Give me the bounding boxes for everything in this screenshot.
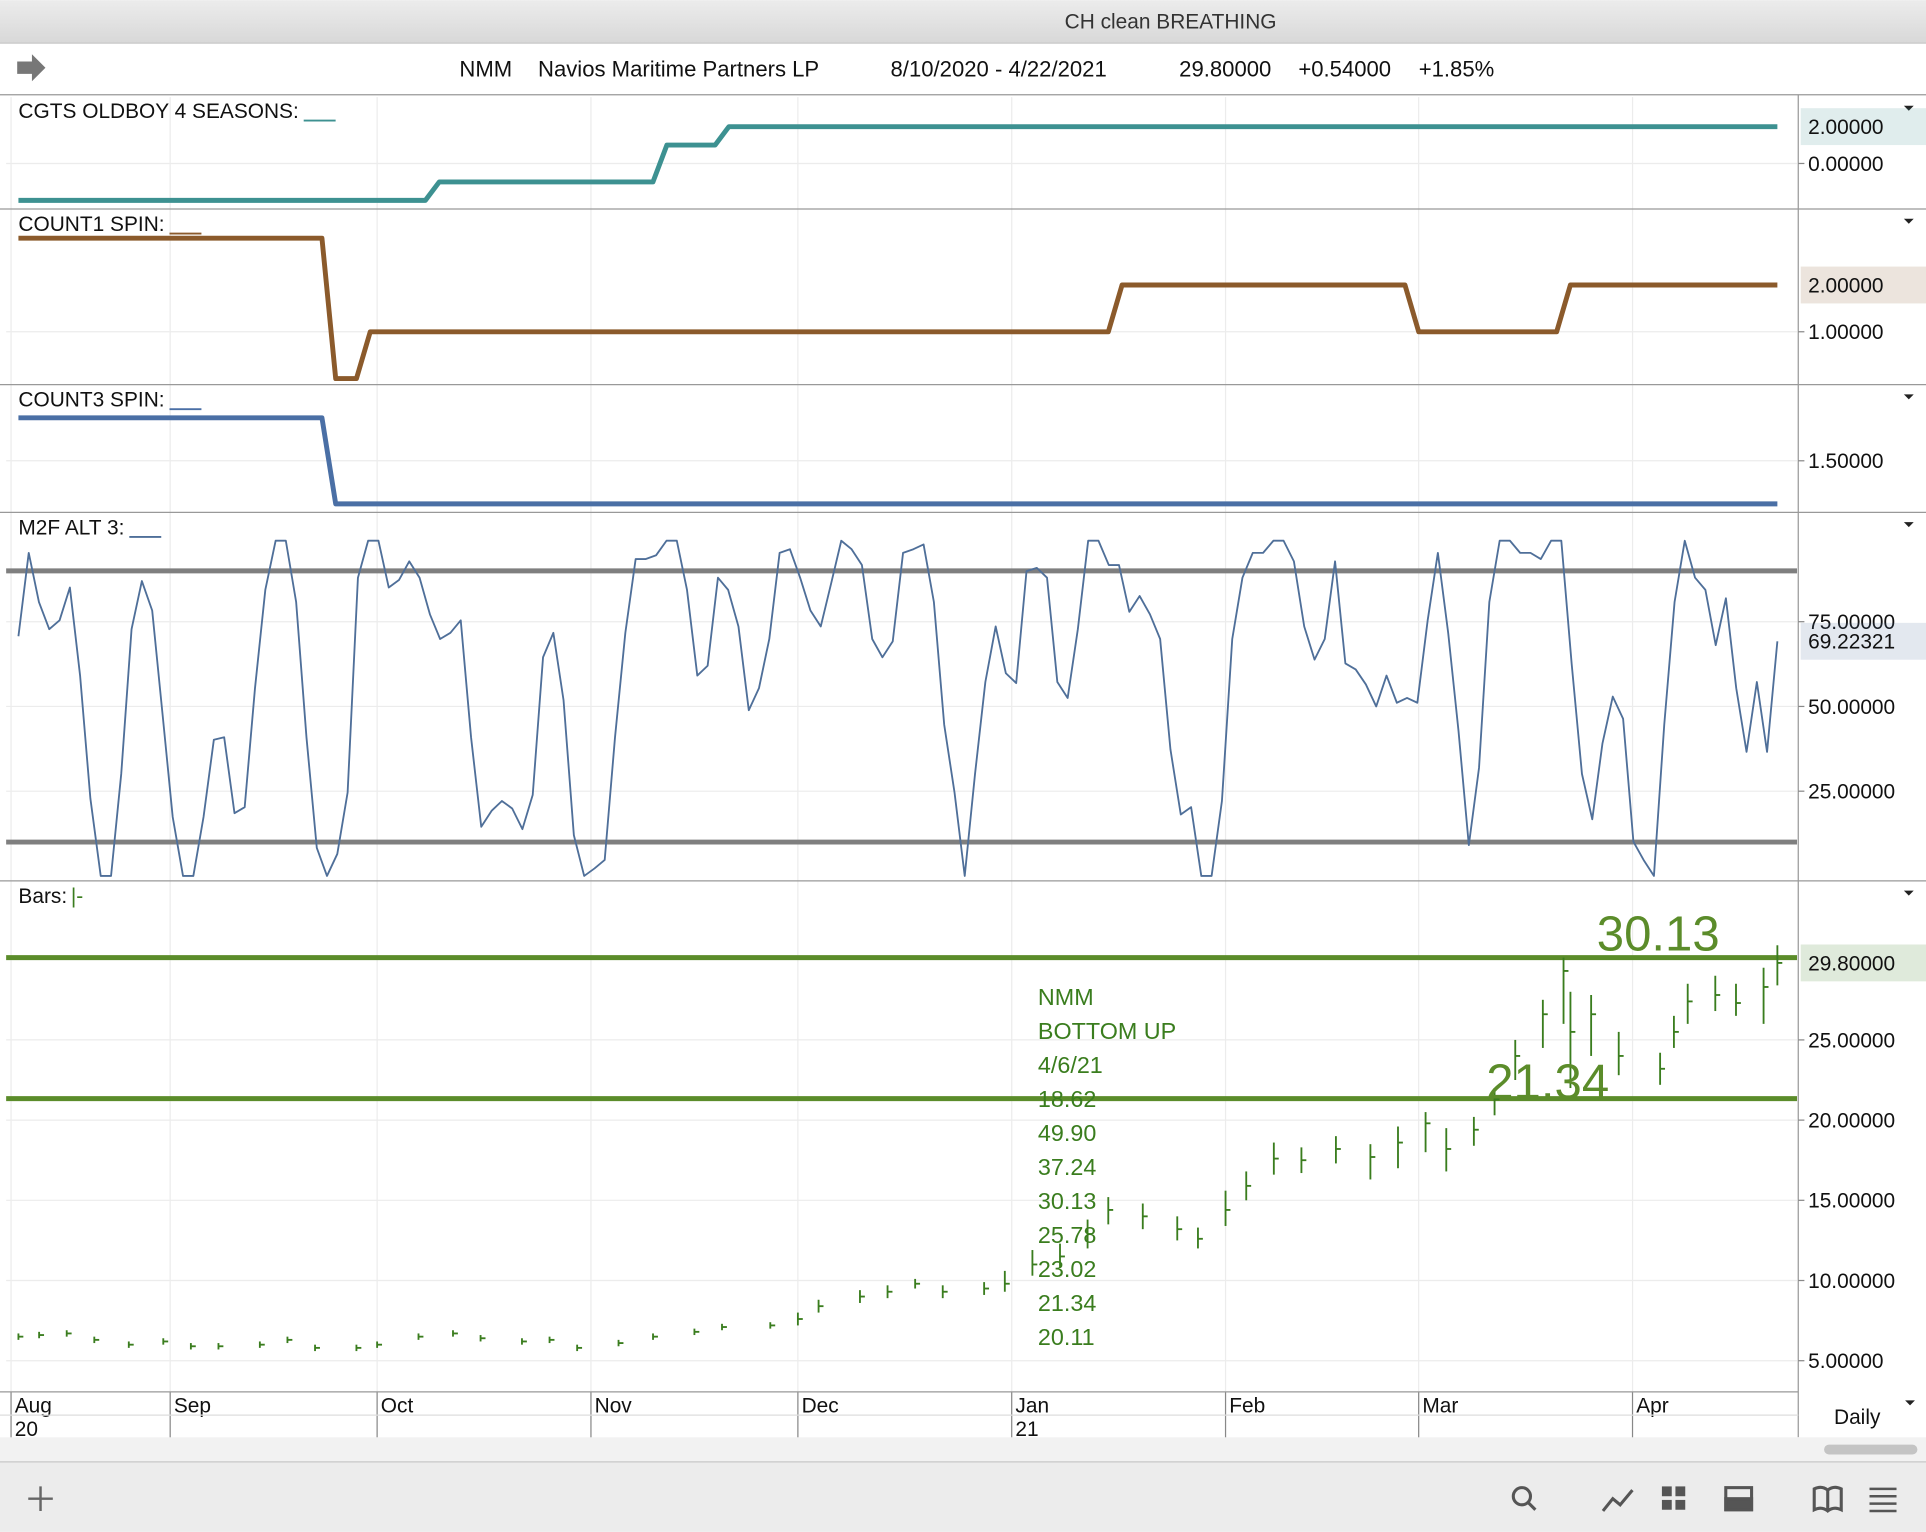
change-pct: +1.85% xyxy=(1419,56,1495,81)
y-tick-label: 75.00000 xyxy=(1808,611,1895,634)
panel-button[interactable] xyxy=(1724,1486,1754,1512)
x-tick-label: Jan xyxy=(1015,1395,1049,1418)
y-tick-label: 0.00000 xyxy=(1808,153,1883,176)
y-tick-label: 25.00000 xyxy=(1808,781,1895,804)
x-tick-label: Apr xyxy=(1636,1395,1669,1418)
pane: 0.00000 CGTS OLDBOY 4 SEASONS: 2.00000 xyxy=(6,100,1926,203)
last-value-label: 69.22321 xyxy=(1808,631,1895,654)
series-line xyxy=(18,415,1778,507)
symbol: NMM xyxy=(459,56,512,81)
last-value-box xyxy=(1800,622,1926,660)
series-line xyxy=(17,539,1779,877)
pane-title: M2F ALT 3: xyxy=(18,516,124,539)
y-tick-label: 50.00000 xyxy=(1808,696,1895,719)
series-line xyxy=(18,124,1778,203)
series-line xyxy=(18,235,1778,382)
y-tick-label: 10.00000 xyxy=(1808,1270,1895,1293)
x-tick-label: Aug xyxy=(15,1395,52,1418)
pane-menu[interactable] xyxy=(1903,890,1914,896)
level-label: 30.13 xyxy=(1597,907,1720,961)
list-button[interactable] xyxy=(1869,1487,1897,1513)
pane: 25.00000 50.00000 75.00000 M2F ALT 3: 69.223… xyxy=(0,511,1926,877)
y-tick-label: 1.50000 xyxy=(1808,450,1883,473)
book-button[interactable] xyxy=(1812,1485,1843,1513)
change: +0.54000 xyxy=(1298,56,1391,81)
annotation: 30.13 xyxy=(1038,1188,1096,1214)
annotation: 25.78 xyxy=(1038,1222,1096,1248)
pane-title: CGTS OLDBOY 4 SEASONS: xyxy=(18,100,298,123)
x-tick-label: Mar xyxy=(1422,1395,1458,1418)
year-label: 21 xyxy=(1015,1418,1038,1441)
year-label: 20 xyxy=(15,1418,38,1441)
annotation: 37.24 xyxy=(1038,1154,1096,1180)
pane-title: COUNT3 SPIN: xyxy=(18,389,164,412)
x-tick-label: Sep xyxy=(174,1395,211,1418)
pane-menu[interactable] xyxy=(1903,105,1914,111)
last-value-box xyxy=(1800,108,1926,146)
window-title: CH clean BREATHING xyxy=(1065,10,1277,33)
period[interactable]: Daily xyxy=(1834,1406,1881,1429)
scrollbar[interactable] xyxy=(1824,1444,1918,1455)
annotation: 4/6/21 xyxy=(1038,1052,1103,1078)
level-label: 21.34 xyxy=(1486,1056,1609,1110)
x-tick-label: Nov xyxy=(595,1395,633,1418)
scroll-area xyxy=(0,1437,1926,1462)
annotation: 20.11 xyxy=(1038,1324,1095,1350)
annotation: 18.62 xyxy=(1038,1086,1096,1112)
y-tick-label: 1.00000 xyxy=(1808,321,1883,344)
x-tick-label: Dec xyxy=(802,1395,839,1418)
toolbar xyxy=(0,1461,1926,1532)
y-tick-label: 25.00000 xyxy=(1808,1029,1895,1052)
header: NMM Navios Maritime Partners LP 8/10/202… xyxy=(459,56,1494,81)
pane-menu[interactable] xyxy=(1903,522,1914,528)
x-tick-label: Feb xyxy=(1229,1395,1265,1418)
pane-title: COUNT1 SPIN: xyxy=(18,213,164,236)
layout-button[interactable] xyxy=(1661,1486,1686,1510)
legend-swatch: |- xyxy=(71,885,83,908)
y-tick-label: 5.00000 xyxy=(1808,1350,1883,1373)
last-value-label: 2.00000 xyxy=(1808,274,1883,297)
pane: 5.00000 10.00000 15.00000 20.00000 25.00000 B… xyxy=(0,880,1926,1373)
annotation: 21.34 xyxy=(1038,1290,1096,1316)
search-button[interactable] xyxy=(1511,1486,1537,1511)
y-tick-label: 20.00000 xyxy=(1808,1109,1895,1132)
security-name: Navios Maritime Partners LP xyxy=(538,56,819,81)
add-button[interactable] xyxy=(28,1486,53,1511)
annotation: BOTTOM UP xyxy=(1038,1018,1176,1044)
pane-title: Bars: xyxy=(18,885,67,908)
period-menu[interactable] xyxy=(1905,1400,1915,1406)
chart-button[interactable] xyxy=(1601,1489,1634,1512)
pane-menu[interactable] xyxy=(1903,218,1914,224)
x-tick-label: Oct xyxy=(381,1395,414,1418)
pane: 1.00000 COUNT1 SPIN: 2.00000 xyxy=(0,208,1926,382)
last-value-box xyxy=(1800,944,1926,982)
date-range: 8/10/2020 - 4/22/2021 xyxy=(891,56,1107,81)
last-value-box xyxy=(1800,266,1926,304)
annotation: 49.90 xyxy=(1038,1120,1096,1146)
pane: 1.50000 COUNT3 SPIN: xyxy=(0,383,1926,507)
y-tick-label: 15.00000 xyxy=(1808,1190,1895,1213)
price: 29.80000 xyxy=(1179,56,1271,81)
annotation: 23.02 xyxy=(1038,1256,1096,1282)
arrow-button[interactable] xyxy=(17,54,46,82)
title-bar xyxy=(0,0,1926,44)
pane-menu[interactable] xyxy=(1903,394,1914,400)
last-value-label: 2.00000 xyxy=(1808,116,1883,139)
last-value-label: 29.80000 xyxy=(1808,952,1895,975)
annotation: NMM xyxy=(1038,984,1094,1010)
